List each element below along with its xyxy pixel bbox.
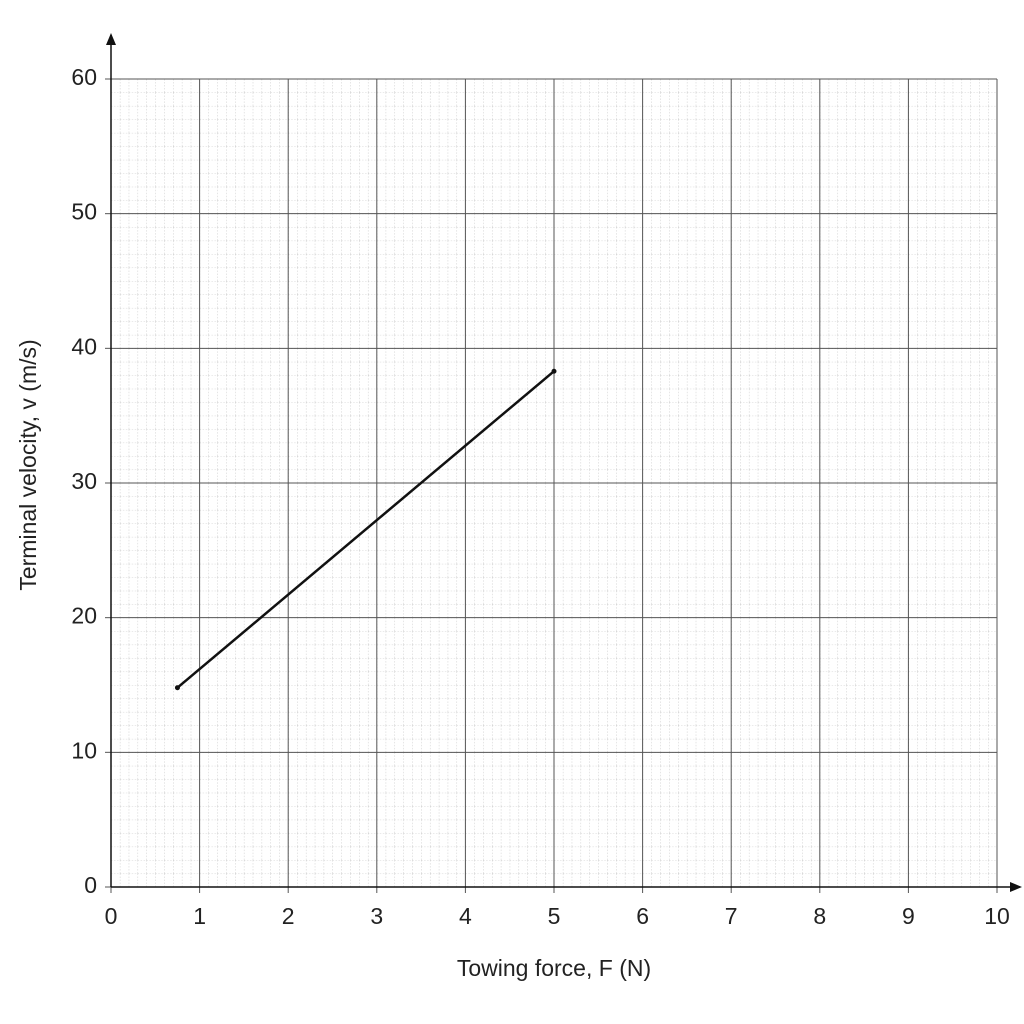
- y-tick-label: 10: [71, 737, 97, 763]
- x-tick-label: 6: [636, 903, 649, 929]
- x-tick-label: 1: [193, 903, 206, 929]
- data-point: [551, 368, 557, 374]
- y-tick-label: 40: [71, 333, 97, 359]
- y-tick-label: 30: [71, 468, 97, 494]
- x-tick-label: 7: [725, 903, 738, 929]
- x-tick-label: 8: [813, 903, 826, 929]
- y-axis-label: Terminal velocity, v (m/s): [15, 339, 41, 590]
- x-tick-label: 5: [548, 903, 561, 929]
- x-tick-label: 3: [370, 903, 383, 929]
- y-tick-label: 0: [84, 872, 97, 898]
- y-tick-label: 50: [71, 199, 97, 225]
- x-tick-label: 9: [902, 903, 915, 929]
- x-tick-label: 4: [459, 903, 472, 929]
- data-line: [176, 370, 555, 689]
- y-tick-label: 60: [71, 64, 97, 90]
- x-tick-label: 0: [105, 903, 118, 929]
- y-tick-label: 20: [71, 603, 97, 629]
- data-point: [174, 685, 180, 691]
- x-tick-label: 10: [984, 903, 1010, 929]
- x-tick-label: 2: [282, 903, 295, 929]
- x-axis-label: Towing force, F (N): [457, 955, 651, 981]
